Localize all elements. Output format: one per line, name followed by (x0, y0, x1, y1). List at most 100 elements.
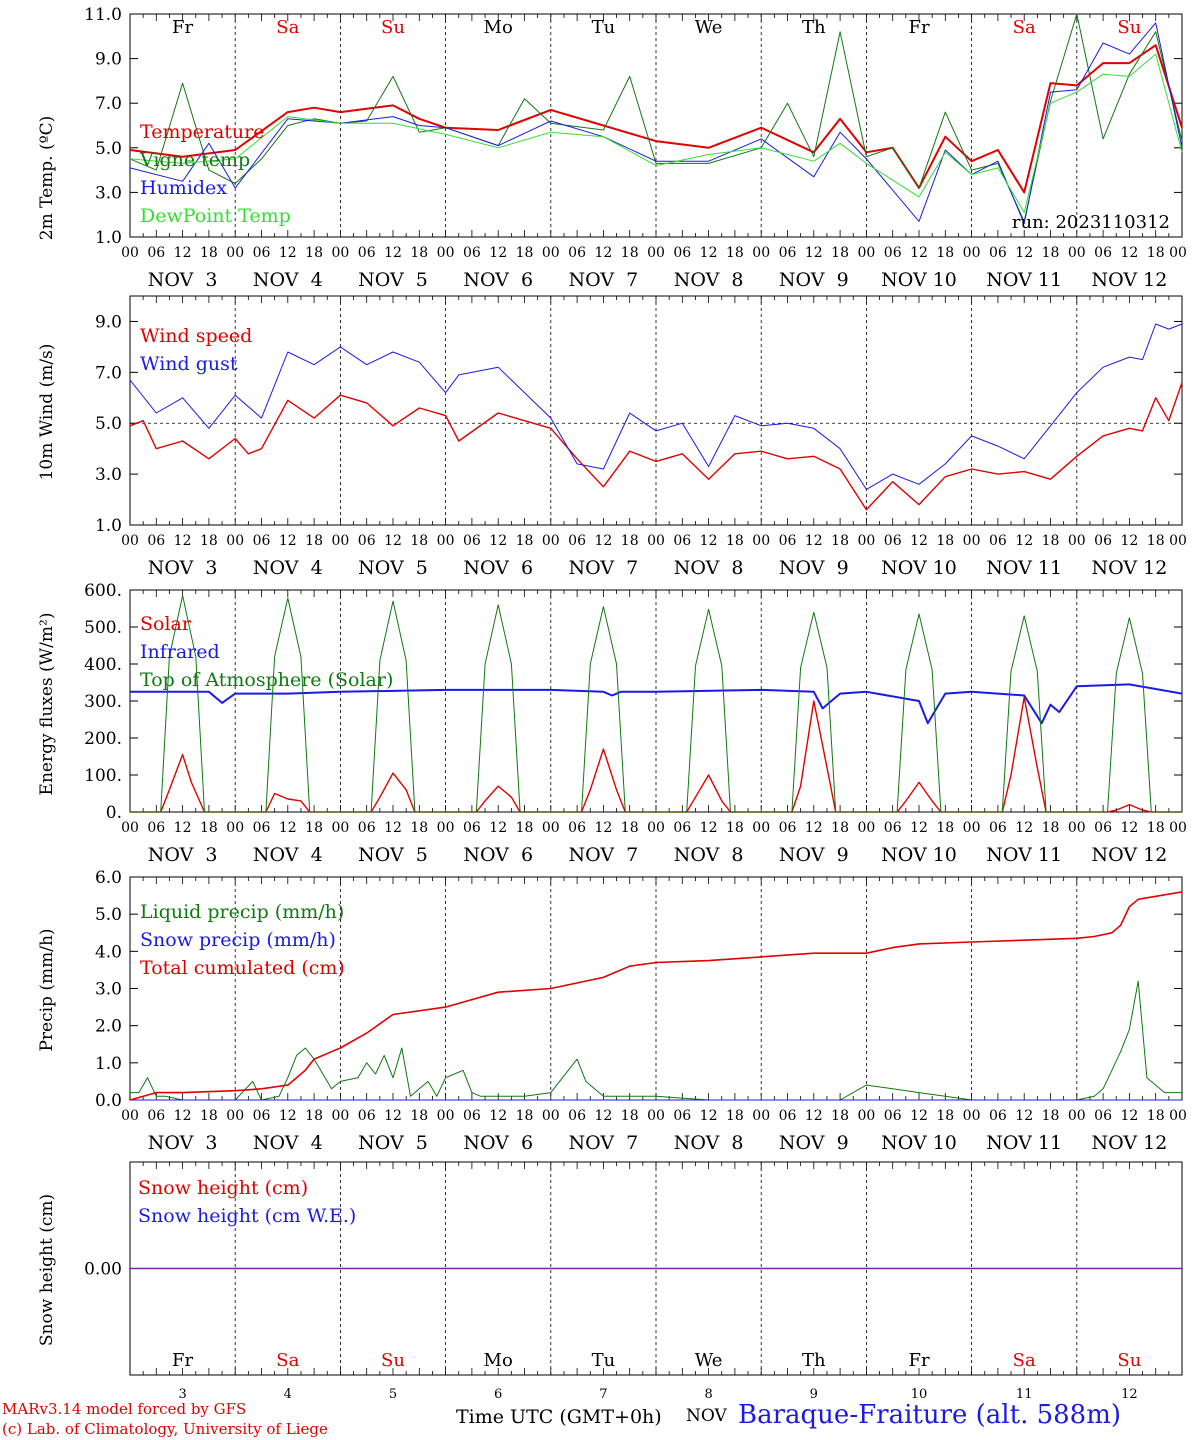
hour-label: 12 (489, 1108, 507, 1124)
date-label: NOV 6 (463, 269, 533, 291)
hour-label: 12 (1015, 533, 1033, 549)
day-name: Su (1117, 17, 1141, 38)
hour-label: 06 (463, 1108, 481, 1124)
y-tick-label: 300. (84, 692, 122, 712)
y-tick-label: 4.0 (95, 942, 122, 962)
date-label: NOV 7 (569, 1132, 639, 1154)
y-axis-label: Energy fluxes (W/m²) (37, 613, 57, 796)
hour-label: 06 (568, 1108, 586, 1124)
legend-entry: Humidex (140, 177, 227, 199)
hour-label: 18 (936, 820, 954, 836)
date-label: NOV 4 (253, 557, 323, 579)
date-label: NOV 11 (986, 557, 1062, 579)
hour-label: 06 (147, 533, 165, 549)
hour-label: 18 (1147, 1108, 1165, 1124)
hour-label: 12 (910, 820, 928, 836)
hour-label: 12 (1120, 245, 1138, 261)
hour-label: 00 (121, 533, 139, 549)
date-label: NOV 6 (463, 1132, 533, 1154)
hour-label: 18 (305, 1108, 323, 1124)
day-name: Sa (1013, 17, 1036, 38)
hour-label: 12 (174, 820, 192, 836)
station-title: Baraque-Fraiture (alt. 588m) (738, 1400, 1122, 1430)
legend-entry: Wind speed (140, 325, 252, 347)
hour-label: 18 (516, 533, 534, 549)
hour-label: 12 (174, 245, 192, 261)
day-name: We (695, 1350, 723, 1371)
y-tick-label: 1.0 (95, 1054, 122, 1074)
hour-label: 00 (1068, 820, 1086, 836)
hour-label: 06 (884, 1108, 902, 1124)
hour-label: 00 (647, 820, 665, 836)
y-tick-label: 1.0 (95, 516, 122, 536)
y-axis-label: 2m Temp. (ºC) (37, 116, 57, 241)
date-label: NOV 3 (148, 844, 218, 866)
hour-label: 12 (910, 1108, 928, 1124)
hour-label: 06 (1094, 533, 1112, 549)
hour-label: 00 (226, 533, 244, 549)
date-label: NOV 5 (358, 269, 428, 291)
hour-label: 06 (989, 533, 1007, 549)
hour-label: 12 (700, 245, 718, 261)
panel-3: 0. 100. 200. 300. 400. 500. 600. Energy fluxes … (37, 581, 1187, 866)
y-tick-label: 5.0 (95, 905, 122, 925)
y-axis-label: Snow height (cm) (37, 1194, 57, 1346)
hour-label: 00 (857, 245, 875, 261)
panel-5: 0.00 Snow height (cm) Snow height (cm) Snow… (37, 1161, 1183, 1402)
y-tick-label: 6.0 (95, 868, 122, 888)
hour-label: 00 (1068, 533, 1086, 549)
panel-2: 1.0 3.0 5.0 7.0 9.0 10m Wind (m/s) Wind speed W… (37, 295, 1187, 579)
series-line-2 (129, 323, 1183, 490)
hour-label: 12 (174, 533, 192, 549)
hour-label: 06 (779, 533, 797, 549)
hour-label: 06 (673, 1108, 691, 1124)
y-tick-label: 400. (84, 655, 122, 675)
hour-label: 18 (516, 820, 534, 836)
hour-label: 00 (1068, 1108, 1086, 1124)
run-label: run: 2023110312 (1012, 212, 1170, 233)
day-name: Th (802, 17, 826, 38)
hour-label: 00 (542, 1108, 560, 1124)
hour-label: 06 (253, 533, 271, 549)
day-number: 8 (704, 1387, 712, 1402)
hour-label: 06 (253, 245, 271, 261)
hour-label: 06 (358, 245, 376, 261)
hour-label: 12 (384, 533, 402, 549)
day-number: 11 (1016, 1387, 1033, 1402)
hour-label: 18 (936, 1108, 954, 1124)
hour-label: 00 (121, 820, 139, 836)
month-label: NOV (686, 1406, 727, 1426)
y-tick-label: 0.0 (95, 1091, 122, 1111)
hour-label: 06 (779, 820, 797, 836)
day-number: 12 (1121, 1387, 1138, 1402)
credit-lab: (c) Lab. of Climatology, University of L… (2, 1420, 328, 1438)
hour-label: 06 (673, 533, 691, 549)
hour-label: 12 (700, 533, 718, 549)
date-label: NOV 7 (569, 269, 639, 291)
hour-label: 18 (200, 820, 218, 836)
hour-label: 00 (647, 245, 665, 261)
hour-label: 00 (1068, 245, 1086, 261)
y-tick-label: 1.0 (95, 228, 122, 248)
y-tick-label: 0.00 (84, 1260, 122, 1280)
hour-label: 06 (568, 245, 586, 261)
hour-label: 06 (884, 245, 902, 261)
y-tick-label: 200. (84, 729, 122, 749)
hour-label: 12 (1120, 533, 1138, 549)
date-label: NOV 4 (253, 269, 323, 291)
series-line-4 (129, 53, 1183, 213)
day-number: 6 (494, 1387, 502, 1402)
legend-entry: Top of Atmosphere (Solar) (140, 669, 393, 691)
hour-label: 00 (1169, 245, 1187, 261)
hour-label: 06 (463, 533, 481, 549)
date-label: NOV 8 (674, 557, 744, 579)
hour-label: 18 (1042, 1108, 1060, 1124)
hour-label: 00 (331, 533, 349, 549)
hour-label: 00 (752, 1108, 770, 1124)
hour-label: 06 (779, 245, 797, 261)
hour-label: 00 (963, 1108, 981, 1124)
hour-label: 12 (279, 533, 297, 549)
hour-label: 12 (910, 533, 928, 549)
y-tick-label: 100. (84, 766, 122, 786)
day-number: 7 (599, 1387, 607, 1402)
